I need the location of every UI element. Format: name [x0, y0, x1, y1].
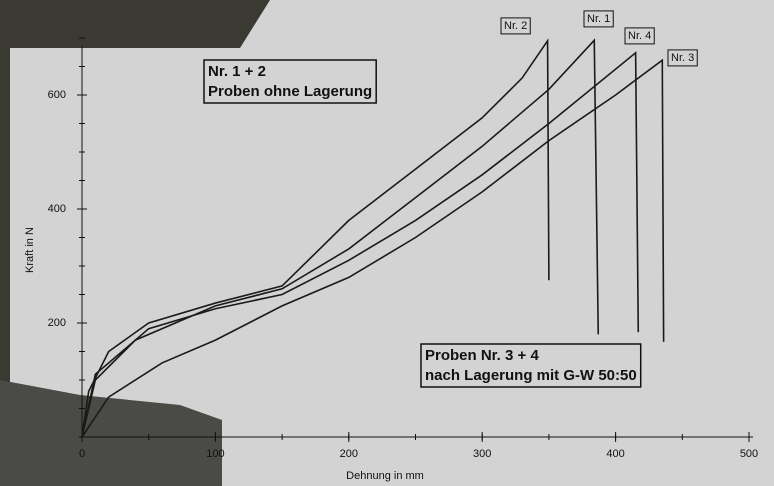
annotation: Proben Nr. 3 + 4	[425, 347, 539, 364]
annotation: Nr. 1 + 2	[208, 63, 266, 80]
series-label: Nr. 2	[504, 20, 527, 32]
series-label: Nr. 4	[628, 30, 651, 42]
y-axis-label: Kraft in N	[24, 227, 36, 273]
annotation: nach Lagerung mit G-W 50:50	[425, 367, 637, 384]
x-tick-label: 100	[206, 448, 224, 460]
x-tick-label: 300	[473, 448, 491, 460]
x-tick-label: 200	[340, 448, 358, 460]
y-tick-label: 400	[48, 203, 66, 215]
series-label: Nr. 3	[671, 52, 694, 64]
x-axis-label: Dehnung in mm	[346, 470, 424, 482]
y-tick-label: 600	[48, 89, 66, 101]
series-label: Nr. 1	[587, 13, 610, 25]
x-tick-label: 500	[740, 448, 758, 460]
annotation: Proben ohne Lagerung	[208, 83, 372, 100]
y-tick-label: 200	[48, 317, 66, 329]
chart: 0 100 200 300 400 500 200 400 600 Dehnung in mm Kr…	[0, 0, 774, 486]
x-tick-label: 0	[79, 448, 85, 460]
x-tick-label: 400	[606, 448, 624, 460]
